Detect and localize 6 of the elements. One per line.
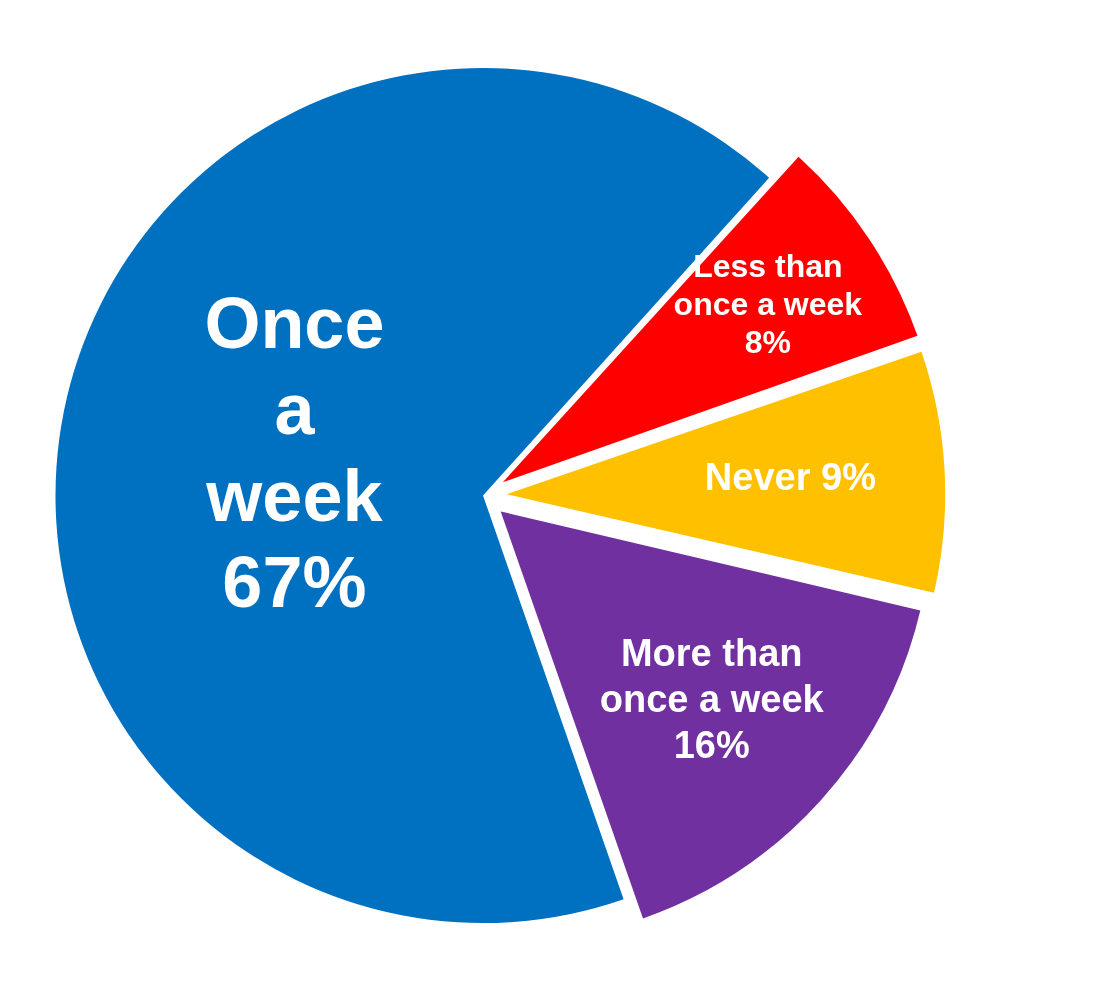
- data-label: 8%: [744, 324, 791, 361]
- data-label: 16%: [673, 723, 750, 766]
- slice-label: More than once a week: [599, 632, 825, 720]
- slice-label: Never 9%: [704, 455, 876, 498]
- slice-label: Once a week: [204, 282, 385, 536]
- data-label: 67%: [222, 541, 367, 622]
